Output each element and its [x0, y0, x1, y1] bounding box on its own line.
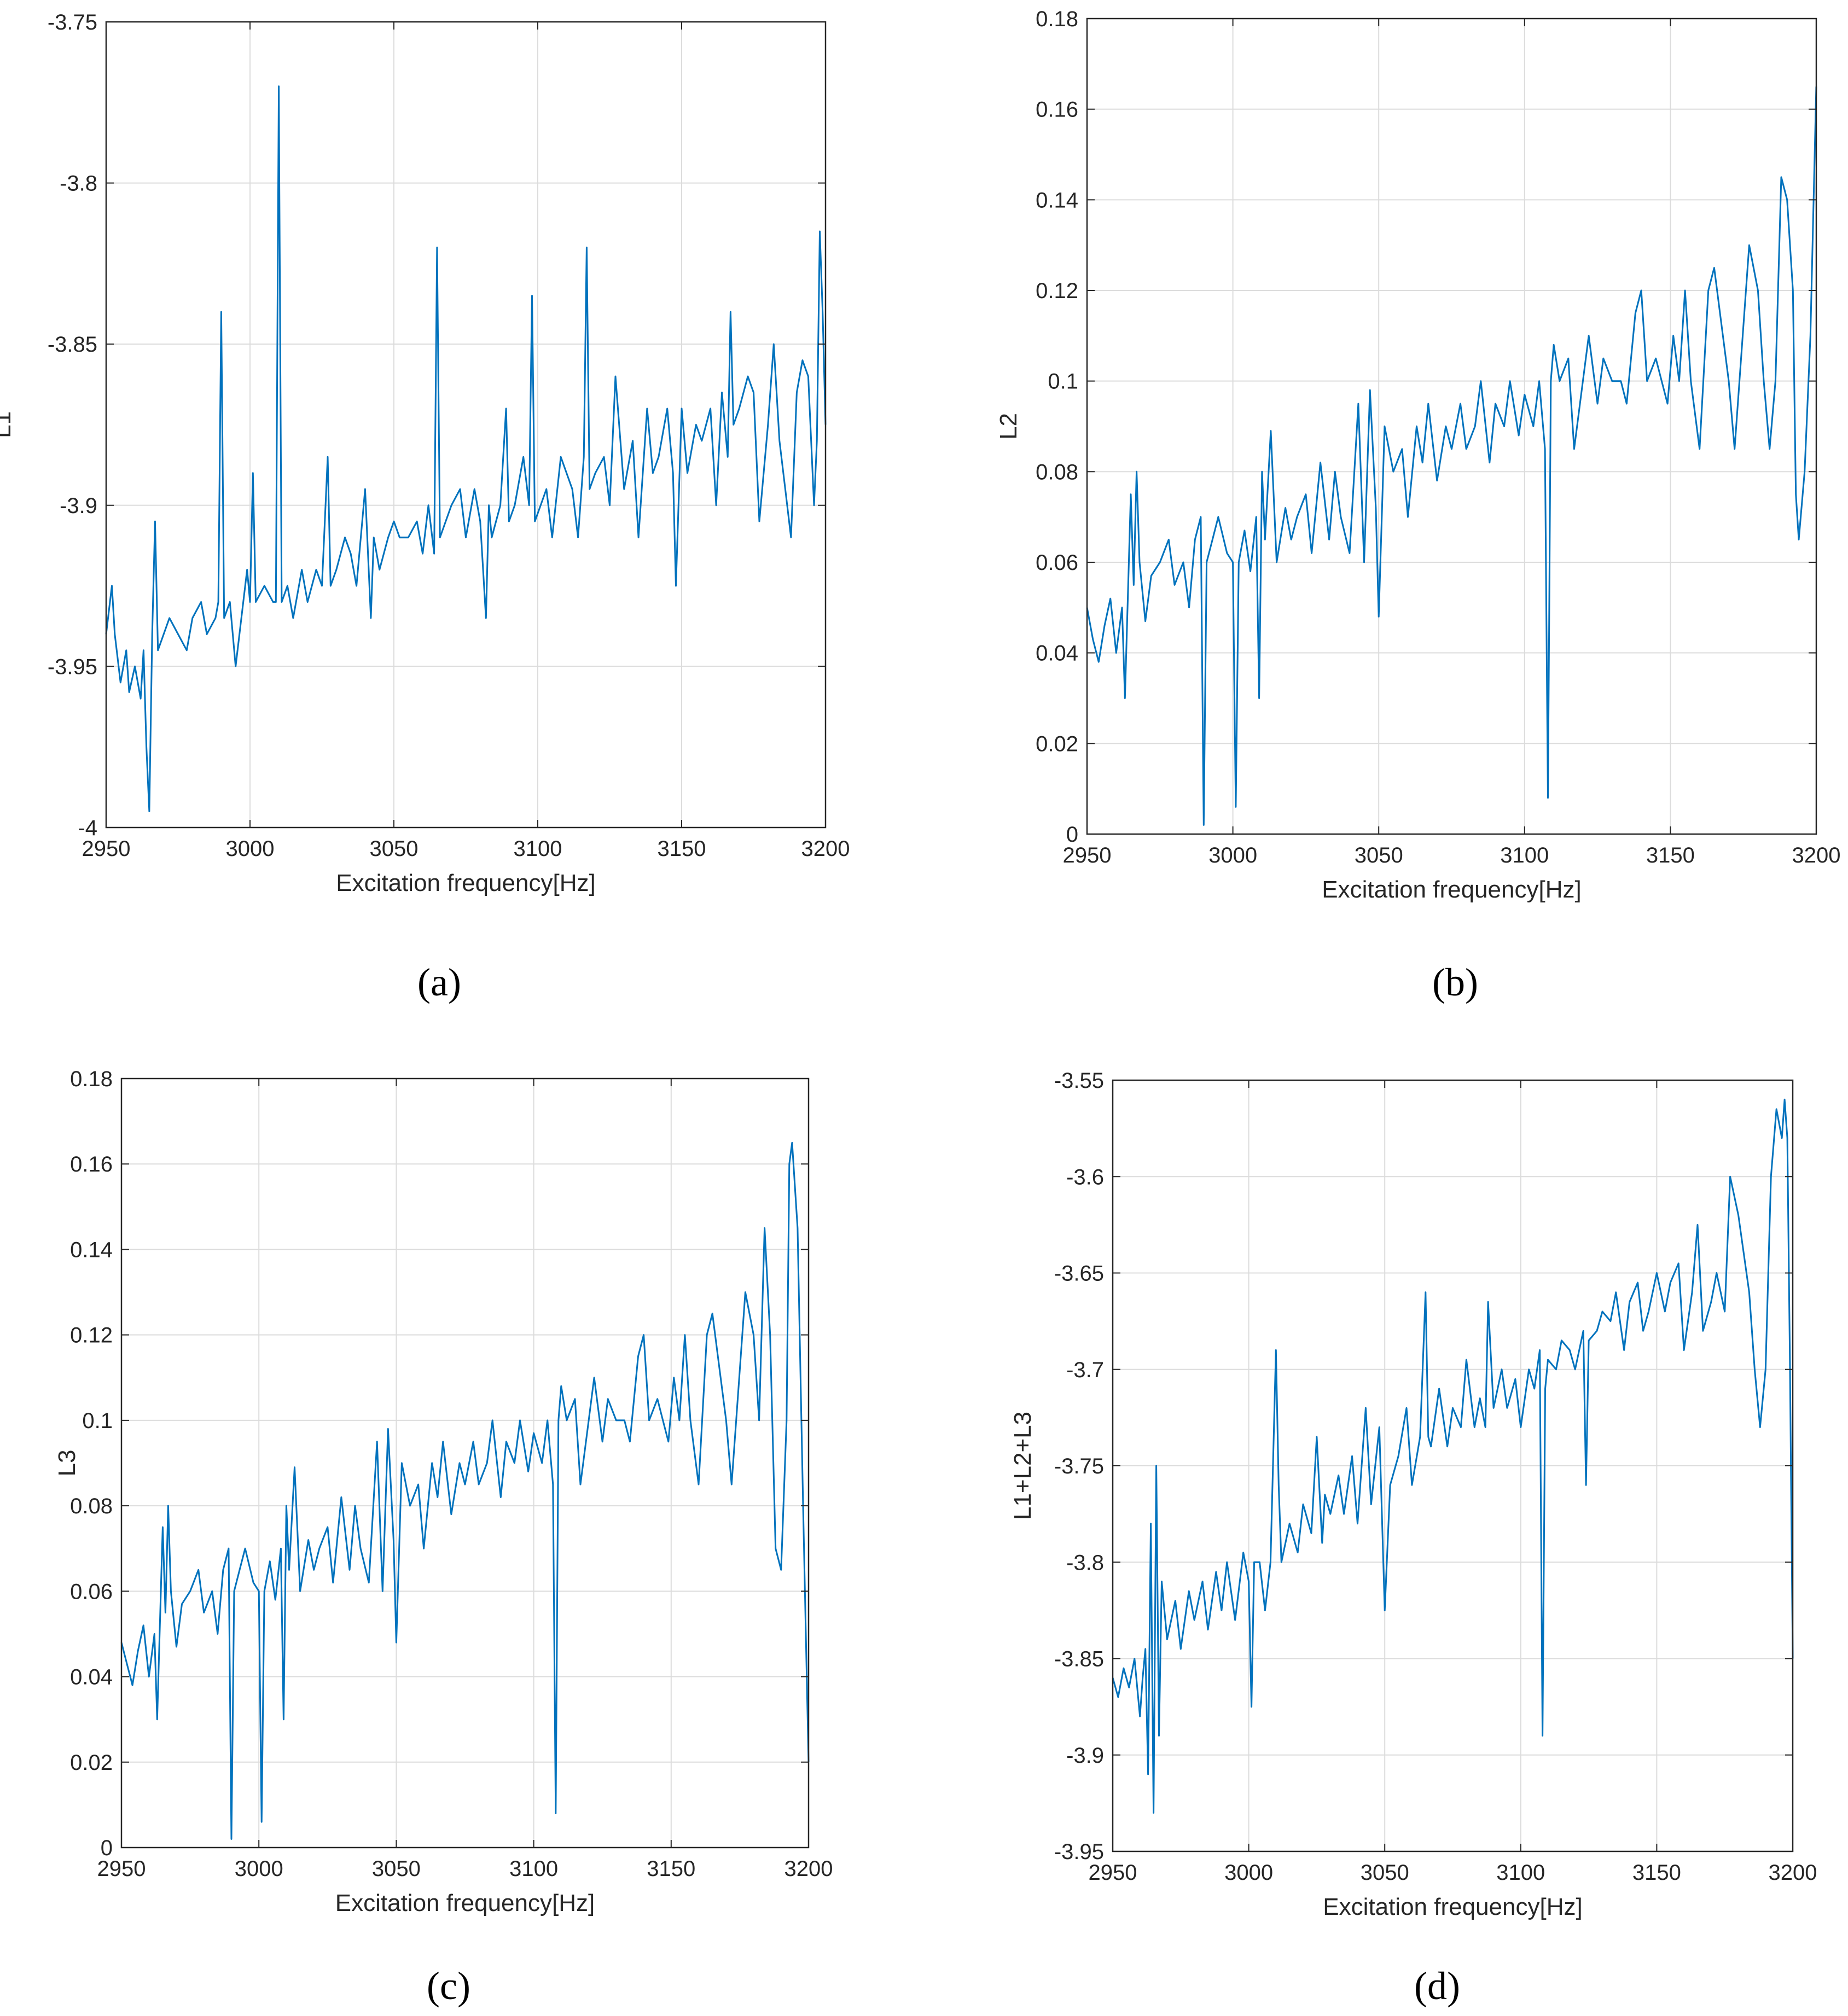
- y-tick-label: -3.95: [1054, 1840, 1104, 1864]
- axes-frame-b: [1086, 18, 1817, 835]
- panel-label-d: (d): [1414, 1964, 1460, 2008]
- y-tick-label: -3.55: [1054, 1069, 1104, 1093]
- y-tick-label: -4: [78, 816, 97, 840]
- plot-area-c: [121, 1079, 809, 1848]
- y-tick-label: 0.14: [1036, 188, 1078, 212]
- y-axis-label: L1+L2+L3: [1009, 1412, 1036, 1520]
- panel-label-b: (b): [1432, 960, 1478, 1004]
- axes-frame-a: [105, 21, 827, 829]
- x-tick-label: 3000: [1208, 843, 1257, 867]
- y-tick-label: 0.16: [70, 1152, 113, 1176]
- y-tick-label: 0: [1066, 823, 1078, 847]
- x-tick-label: 2950: [1089, 1861, 1137, 1885]
- x-axis-label: Excitation frequency[Hz]: [1322, 876, 1581, 903]
- plot-area-b: [1087, 19, 1816, 834]
- x-tick-label: 3200: [1769, 1861, 1817, 1885]
- plot-area-a: [106, 22, 826, 828]
- x-tick-label: 3150: [658, 837, 706, 861]
- y-tick-label: 0.1: [82, 1409, 113, 1433]
- x-tick-label: 3000: [226, 837, 275, 861]
- y-tick-label: -3.8: [1066, 1551, 1104, 1575]
- x-tick-label: 3150: [1632, 1861, 1681, 1885]
- y-tick-label: 0.16: [1036, 98, 1078, 122]
- axes-frame-c: [120, 1077, 810, 1849]
- x-tick-label: 3150: [1646, 843, 1695, 867]
- y-tick-label: 0.06: [70, 1580, 113, 1604]
- y-tick-label: -3.9: [1066, 1744, 1104, 1768]
- y-tick-label: 0.18: [70, 1067, 113, 1091]
- y-tick-label: 0.12: [70, 1324, 113, 1348]
- chart-panel-b: 2950 3000 3050 3100 3150 3200 0 0.02 0.04 0.06 0.0…: [995, 7, 1840, 1004]
- chart-panel-c: 2950 3000 3050 3100 3150 3200 0 0.02 0.04 0.06 0.0…: [54, 1067, 833, 2008]
- series-line-l1-plus-l2-plus-l3: [1112, 1098, 1794, 1814]
- y-tick-label: -3.6: [1066, 1165, 1104, 1189]
- y-tick-label: 0.18: [1036, 7, 1078, 31]
- x-tick-label: 3200: [784, 1857, 833, 1881]
- x-tick-label: 2950: [97, 1857, 146, 1881]
- y-axis-label: L3: [54, 1450, 80, 1477]
- y-axis-label: L1: [0, 411, 16, 438]
- x-axis-label: Excitation frequency[Hz]: [335, 1890, 595, 1916]
- x-tick-label: 3050: [370, 837, 419, 861]
- x-tick-label: 3050: [372, 1857, 421, 1881]
- x-tick-label: 2950: [1063, 843, 1112, 867]
- y-tick-label: 0.02: [1036, 732, 1078, 756]
- y-tick-label: -3.8: [60, 172, 97, 196]
- x-tick-label: 3200: [1792, 843, 1841, 867]
- x-tick-label: 3150: [647, 1857, 695, 1881]
- y-tick-label: -3.85: [48, 333, 97, 357]
- panel-label-c: (c): [427, 1964, 470, 2008]
- panel-label-a: (a): [417, 960, 461, 1004]
- x-tick-label: 3000: [1224, 1861, 1273, 1885]
- x-tick-label: 3050: [1361, 1861, 1409, 1885]
- x-tick-label: 3100: [514, 837, 562, 861]
- y-tick-label: -3.75: [1054, 1454, 1104, 1478]
- series-line-l3: [120, 1141, 810, 1840]
- y-tick-label: -3.75: [48, 10, 97, 34]
- x-tick-label: 3100: [1496, 1861, 1545, 1885]
- y-tick-label: -3.95: [48, 655, 97, 679]
- x-tick-label: 3100: [509, 1857, 558, 1881]
- x-tick-label: 2950: [82, 837, 131, 861]
- y-tick-label: -3.85: [1054, 1647, 1104, 1671]
- series-line-l2: [1086, 86, 1817, 826]
- y-tick-label: 0.06: [1036, 551, 1078, 575]
- x-tick-label: 3050: [1355, 843, 1403, 867]
- x-axis-label: Excitation frequency[Hz]: [1323, 1893, 1582, 1920]
- x-tick-label: 3100: [1500, 843, 1549, 867]
- y-tick-label: 0.04: [70, 1665, 113, 1689]
- series-line-l1: [105, 85, 827, 812]
- y-tick-label: 0.08: [1036, 460, 1078, 484]
- y-tick-label: 0.04: [1036, 642, 1078, 666]
- x-tick-label: 3000: [235, 1857, 283, 1881]
- y-tick-label: 0.02: [70, 1751, 113, 1775]
- y-tick-label: 0.1: [1048, 370, 1078, 394]
- x-axis-label: Excitation frequency[Hz]: [336, 870, 595, 896]
- y-tick-label: -3.7: [1066, 1358, 1104, 1382]
- y-tick-label: 0.12: [1036, 279, 1078, 303]
- y-tick-label: 0.14: [70, 1238, 113, 1262]
- y-tick-label: 0.08: [70, 1494, 113, 1518]
- y-tick-label: -3.9: [60, 494, 97, 518]
- chart-panel-a: 2950 3000 3050 3100 3150 3200 -4 -3.95 -3.9 -3.85…: [0, 10, 850, 1004]
- y-axis-label: L2: [995, 413, 1022, 440]
- y-tick-label: 0: [101, 1836, 113, 1860]
- x-tick-label: 3200: [801, 837, 850, 861]
- chart-panel-d: 2950 3000 3050 3100 3150 3200 -3.95 -3.9 -3.85 -3…: [1009, 1069, 1817, 2008]
- y-tick-label: -3.65: [1054, 1262, 1104, 1286]
